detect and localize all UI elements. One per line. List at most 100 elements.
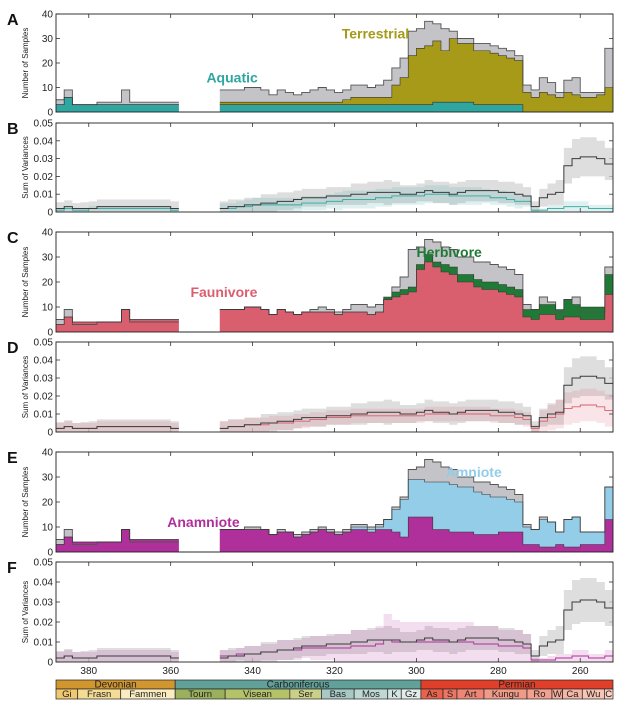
- stage-label: Visean: [243, 689, 272, 700]
- amniote-area: [219, 479, 613, 547]
- y-tick-label: 0.04: [34, 578, 54, 589]
- plot-frame: [55, 231, 614, 333]
- y-tick-label: 0.01: [34, 410, 54, 421]
- stage-label: C: [605, 689, 612, 700]
- panel-label: A: [7, 12, 19, 29]
- y-axis-label: Number of Samples: [21, 247, 30, 318]
- y-tick-label: 0.05: [34, 119, 54, 130]
- stage-label: Gz: [405, 689, 417, 700]
- aquatic-edge: [56, 97, 179, 105]
- total-variance-line: [56, 426, 179, 429]
- y-tick-label: 10: [42, 303, 54, 314]
- y-tick-label: 0: [47, 208, 53, 219]
- anamniote-edge: [219, 516, 613, 548]
- period-label: Devonian: [94, 680, 136, 691]
- y-tick-label: 0: [47, 108, 53, 119]
- y-tick-label: 20: [42, 59, 54, 70]
- x-tick-label: 340: [244, 666, 261, 677]
- subgroup-variance-line: [219, 193, 613, 211]
- y-tick-label: 30: [42, 473, 54, 484]
- series-label-amniote: Amniote: [446, 464, 502, 480]
- panel-f: F Sum of Variances 0 0.01 0.02 0.03 0.04 0.05: [7, 558, 614, 669]
- total-variance-line: [56, 655, 179, 659]
- x-tick-label: 280: [490, 666, 507, 677]
- stage-label: Kungu: [492, 689, 519, 700]
- y-axis-label: Sum of Variances: [21, 356, 30, 419]
- stage-label: Mos: [362, 689, 380, 700]
- panel-label: D: [7, 340, 19, 357]
- total-variance-line: [56, 206, 179, 209]
- plot-frame: [55, 122, 614, 213]
- series-label-aquatic: Aquatic: [206, 70, 258, 86]
- y-tick-label: 30: [42, 253, 54, 264]
- y-tick-label: 20: [42, 498, 54, 509]
- anamniote-area: [56, 529, 179, 552]
- y-tick-label: 0.03: [34, 374, 54, 385]
- terrestrial-edge: [219, 38, 613, 103]
- panel-label: B: [7, 121, 19, 138]
- series-label-herbivore: Herbivore: [416, 244, 482, 260]
- total-samples-line: [56, 89, 179, 106]
- x-tick-label: 260: [572, 666, 589, 677]
- stage-label: Frasn: [87, 689, 111, 700]
- faunivore-edge: [56, 309, 179, 325]
- period-label: Carboniferous: [267, 680, 330, 691]
- stage-label: S: [447, 689, 453, 700]
- x-tick-label: 320: [326, 666, 343, 677]
- panel-label: C: [7, 230, 19, 247]
- anamniote-edge: [56, 529, 179, 545]
- panel-label: E: [7, 450, 18, 467]
- x-tick-label: 380: [80, 666, 97, 677]
- y-tick-label: 40: [42, 448, 54, 459]
- y-tick-label: 40: [42, 10, 54, 21]
- anamniote-area: [219, 517, 613, 552]
- y-tick-label: 0.04: [34, 136, 54, 147]
- total-samples-line: [219, 20, 613, 96]
- y-tick-label: 0.05: [34, 338, 54, 349]
- series-label-anamniote: Anamniote: [167, 514, 240, 530]
- plot-frame: [55, 341, 614, 433]
- x-tick-label: 360: [162, 666, 179, 677]
- total-variance-line: [219, 156, 613, 209]
- plot-frame: [55, 451, 614, 553]
- y-tick-label: 0: [47, 428, 53, 439]
- faunivore-area: [56, 309, 179, 332]
- panel-label: F: [7, 560, 17, 577]
- subgroup-variance-band: [219, 614, 613, 662]
- stage-label: Tourn: [188, 689, 212, 700]
- aquatic-area: [219, 102, 613, 112]
- y-tick-label: 0.04: [34, 356, 54, 367]
- total-variance-line: [219, 375, 613, 429]
- y-tick-label: 0.03: [34, 598, 54, 609]
- y-tick-label: 0: [47, 548, 53, 559]
- y-tick-label: 40: [42, 228, 54, 239]
- y-axis-label: Sum of Variances: [21, 581, 30, 644]
- y-tick-label: 20: [42, 278, 54, 289]
- stage-label: As: [426, 689, 437, 700]
- y-axis-label: Number of Samples: [21, 28, 30, 99]
- subgroup-variance-band: [219, 185, 613, 212]
- x-tick-label: 300: [408, 666, 425, 677]
- y-tick-label: 0.02: [34, 172, 54, 183]
- terrestrial-area: [219, 38, 613, 112]
- stage-label: W: [553, 689, 562, 700]
- stage-label: Gi: [62, 689, 72, 700]
- plot-frame: [55, 13, 614, 113]
- total-variance-line: [219, 599, 613, 659]
- stage-label: K: [391, 689, 398, 700]
- y-tick-label: 0.01: [34, 190, 54, 201]
- y-tick-label: 0: [47, 328, 53, 339]
- y-tick-label: 0: [47, 658, 53, 669]
- period-label: Permian: [498, 680, 535, 691]
- y-tick-label: 0.05: [34, 558, 54, 569]
- faunivore-area: [219, 262, 613, 332]
- series-label-faunivore: Faunivore: [190, 284, 257, 300]
- y-axis-label: Number of Samples: [21, 467, 30, 538]
- y-tick-label: 0.01: [34, 638, 54, 649]
- plot-frame: [55, 561, 614, 663]
